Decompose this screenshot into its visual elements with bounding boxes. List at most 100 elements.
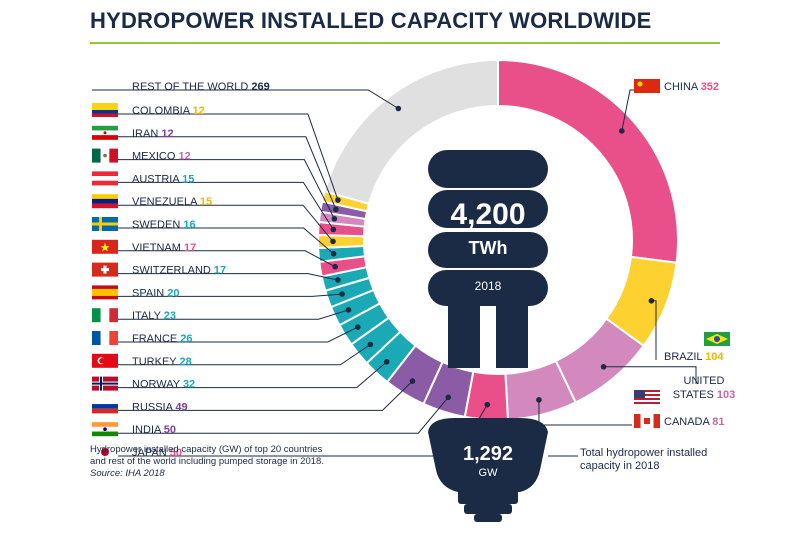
label-mexico: MEXICO 12 <box>92 149 191 163</box>
flag-mx-icon <box>92 149 118 163</box>
label-value-brazil: 104 <box>705 351 724 363</box>
label-text-united-states: UNITED STATES 103 <box>673 375 736 401</box>
label-text-sweden: SWEDEN 16 <box>132 219 196 231</box>
leader-dot-italy <box>346 307 352 313</box>
flag-es-icon <box>92 285 118 299</box>
label-austria: AUSTRIA 15 <box>92 171 194 185</box>
label-iran: IRAN 12 <box>92 126 174 140</box>
source-text: Source: IHA 2018 <box>90 468 165 479</box>
label-text-brazil: BRAZIL 104 <box>664 351 724 363</box>
flag-se-icon <box>92 217 118 231</box>
label-text-russia: RUSSIA 49 <box>132 401 188 413</box>
label-value-china: 352 <box>701 81 719 93</box>
label-france: FRANCE 26 <box>92 331 193 345</box>
label-value-sweden: 16 <box>183 219 195 231</box>
label-name-venezuela: VENEZUELA <box>132 196 200 208</box>
label-text-switzerland: SWITZERLAND 17 <box>132 265 226 277</box>
label-name-mexico: MEXICO <box>132 151 178 163</box>
flag-in-icon <box>92 422 118 436</box>
label-italy: ITALY 23 <box>92 308 176 322</box>
leader-dot-vietnam <box>332 264 338 270</box>
label-value-canada: 81 <box>712 416 724 428</box>
label-text-vietnam: VIETNAM 17 <box>132 242 196 254</box>
total-note: Total hydropower installed capacity in 2… <box>580 447 740 473</box>
cfl-bulb-icon <box>428 150 548 368</box>
label-name-china: CHINA <box>664 81 701 93</box>
label-text-china: CHINA 352 <box>664 81 719 93</box>
label-text-venezuela: VENEZUELA 15 <box>132 196 212 208</box>
label-name-spain: SPAIN <box>132 287 167 299</box>
label-china: CHINA 352 <box>634 79 719 93</box>
label-name-line-1: UNITED <box>684 375 725 387</box>
center-unit: TWh <box>469 238 508 258</box>
label-brazil: BRAZIL 104 <box>664 332 730 363</box>
flag-ch-icon <box>92 263 118 277</box>
leader-line-venezuela <box>92 205 333 241</box>
label-value-colombia: 12 <box>193 105 205 117</box>
flag-at-icon <box>92 171 118 185</box>
label-switzerland: SWITZERLAND 17 <box>92 263 226 277</box>
label-colombia: COLOMBIA 12 <box>92 103 205 117</box>
label-text-france: FRANCE 26 <box>132 333 193 345</box>
label-text-spain: SPAIN 20 <box>132 287 180 299</box>
label-name-austria: AUSTRIA <box>132 173 182 185</box>
label-name-norway: NORWAY <box>132 379 183 391</box>
flag-fr-icon <box>92 331 118 345</box>
label-value-iran: 12 <box>161 128 173 140</box>
label-text-mexico: MEXICO 12 <box>132 151 191 163</box>
label-value-switzerland: 17 <box>214 265 226 277</box>
label-name-line-2: STATES <box>673 389 717 401</box>
label-canada: CANADA 81 <box>634 414 725 428</box>
label-name-brazil: BRAZIL <box>664 351 705 363</box>
label-value-norway: 32 <box>183 379 195 391</box>
label-name-canada: CANADA <box>664 416 712 428</box>
leader-dot-rest-of-the-world <box>396 106 402 112</box>
label-russia: RUSSIA 49 <box>92 399 188 413</box>
label-name-india: INDIA <box>132 424 164 436</box>
flag-vn-icon <box>92 240 118 254</box>
flag-us-icon <box>634 390 660 404</box>
label-value-spain: 20 <box>167 287 179 299</box>
flag-ir-icon <box>92 126 118 140</box>
bulb-value: 1,292 <box>463 443 513 465</box>
label-value-russia: 49 <box>175 401 187 413</box>
label-value-italy: 23 <box>164 310 176 322</box>
flag-ru-icon <box>92 399 118 413</box>
footnote-text: Hydropower installed capacity (GW) of to… <box>90 444 324 467</box>
flag-ca-icon <box>634 414 660 428</box>
flag-cn-icon <box>634 79 660 93</box>
label-name-rest-of-the-world: REST OF THE WORLD <box>132 81 251 93</box>
label-india: INDIA 50 <box>92 422 176 436</box>
label-text-india: INDIA 50 <box>132 424 176 436</box>
bulb-unit: GW <box>479 467 499 479</box>
label-name-switzerland: SWITZERLAND <box>132 265 214 277</box>
leader-line-sweden <box>92 228 334 254</box>
label-value-turkey: 28 <box>179 356 191 368</box>
label-name-france: FRANCE <box>132 333 180 345</box>
flag-no-icon <box>92 377 118 391</box>
label-vietnam: VIETNAM 17 <box>92 240 196 254</box>
leader-line-italy <box>92 310 349 319</box>
label-rest-of-the-world: REST OF THE WORLD 269 <box>132 81 270 93</box>
label-united-states: UNITED STATES 103 <box>634 375 735 404</box>
leader-dot-france <box>355 324 361 330</box>
label-text-italy: ITALY 23 <box>132 310 176 322</box>
label-value-united-states: 103 <box>717 389 735 401</box>
label-value-rest-of-the-world: 269 <box>251 81 269 93</box>
label-name-turkey: TURKEY <box>132 356 179 368</box>
leader-dot-japan <box>484 402 490 408</box>
label-text-austria: AUSTRIA 15 <box>132 173 194 185</box>
flag-co-icon <box>92 103 118 117</box>
label-name-italy: ITALY <box>132 310 164 322</box>
label-name-sweden: SWEDEN <box>132 219 183 231</box>
leader-line-iran <box>92 137 336 210</box>
label-norway: NORWAY 32 <box>92 377 195 391</box>
leader-line-colombia <box>92 114 338 200</box>
label-text-rest-of-the-world: REST OF THE WORLD 269 <box>132 81 270 93</box>
leader-line-spain <box>92 294 342 296</box>
label-name-vietnam: VIETNAM <box>132 242 184 254</box>
flag-it-icon <box>92 308 118 322</box>
label-text-canada: CANADA 81 <box>664 416 725 428</box>
label-value-mexico: 12 <box>178 151 190 163</box>
label-text-turkey: TURKEY 28 <box>132 356 192 368</box>
